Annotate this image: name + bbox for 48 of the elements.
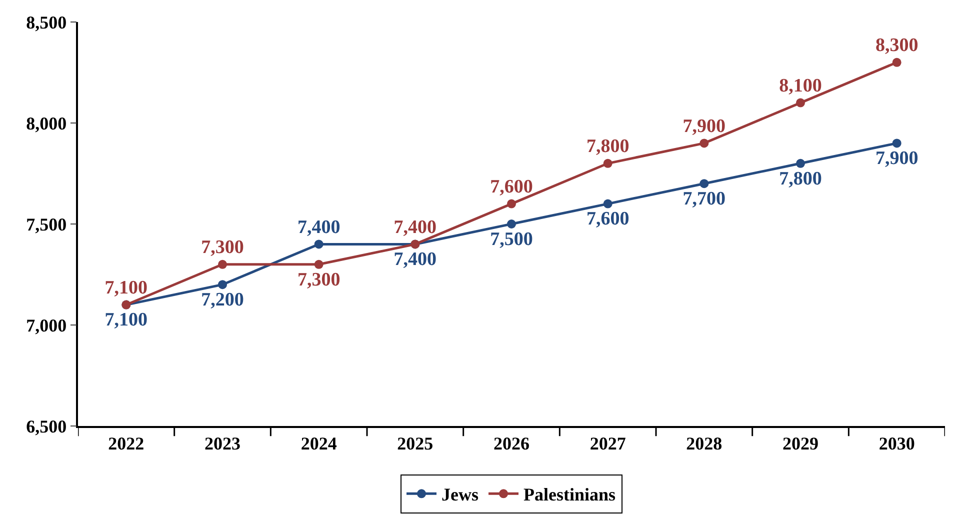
point (796, 158, 805, 168)
data-label: 7,400 (394, 249, 437, 270)
data-label: 7,800 (779, 168, 822, 190)
data-label: 7,600 (490, 176, 533, 198)
x-tick-label: 2026 (494, 433, 530, 454)
data-label: 7,900 (875, 148, 918, 170)
data-label: 8,100 (779, 75, 822, 96)
y-tick-label: 7,000 (26, 315, 67, 336)
x-tick-label: 2023 (204, 433, 240, 454)
point (603, 158, 612, 168)
legend-label: Jews (442, 484, 478, 505)
x-tick-label: 2024 (300, 433, 337, 454)
point (218, 280, 227, 290)
data-label: 7,600 (586, 208, 630, 230)
point (507, 199, 516, 208)
data-label: 7,800 (586, 136, 630, 158)
data-label: 7,100 (104, 277, 148, 298)
x-tick-label: 2025 (397, 433, 434, 454)
point (796, 98, 805, 108)
x-tick-label: 2030 (878, 433, 915, 454)
x-tick-label: 2022 (108, 433, 144, 454)
y-tick-label: 8,500 (26, 12, 67, 32)
x-tick-label: 2027 (590, 433, 626, 454)
point (314, 260, 324, 269)
point (507, 220, 516, 228)
point (892, 58, 902, 67)
data-label: 7,500 (490, 228, 533, 250)
data-label: 7,400 (394, 216, 437, 238)
point (700, 179, 709, 188)
y-tick-label: 6,500 (26, 416, 67, 436)
data-label: 7,300 (297, 269, 340, 290)
y-tick-label: 8,000 (26, 113, 67, 134)
point (218, 260, 227, 269)
data-label: 7,200 (201, 289, 244, 310)
data-label: 7,300 (201, 237, 244, 258)
x-tick-label: 2029 (782, 433, 818, 454)
point (892, 138, 902, 148)
data-label: 8,300 (875, 35, 918, 56)
data-label: 7,400 (297, 216, 340, 238)
point (603, 199, 612, 208)
x-tick-label: 2028 (686, 433, 722, 454)
legend-label: Palestinians (524, 484, 616, 505)
data-label: 7,700 (682, 188, 726, 210)
point (314, 240, 324, 249)
data-label: 7,100 (104, 310, 148, 331)
point (700, 138, 709, 148)
data-label: 7,900 (682, 116, 726, 137)
y-tick-label: 7,500 (26, 214, 67, 234)
